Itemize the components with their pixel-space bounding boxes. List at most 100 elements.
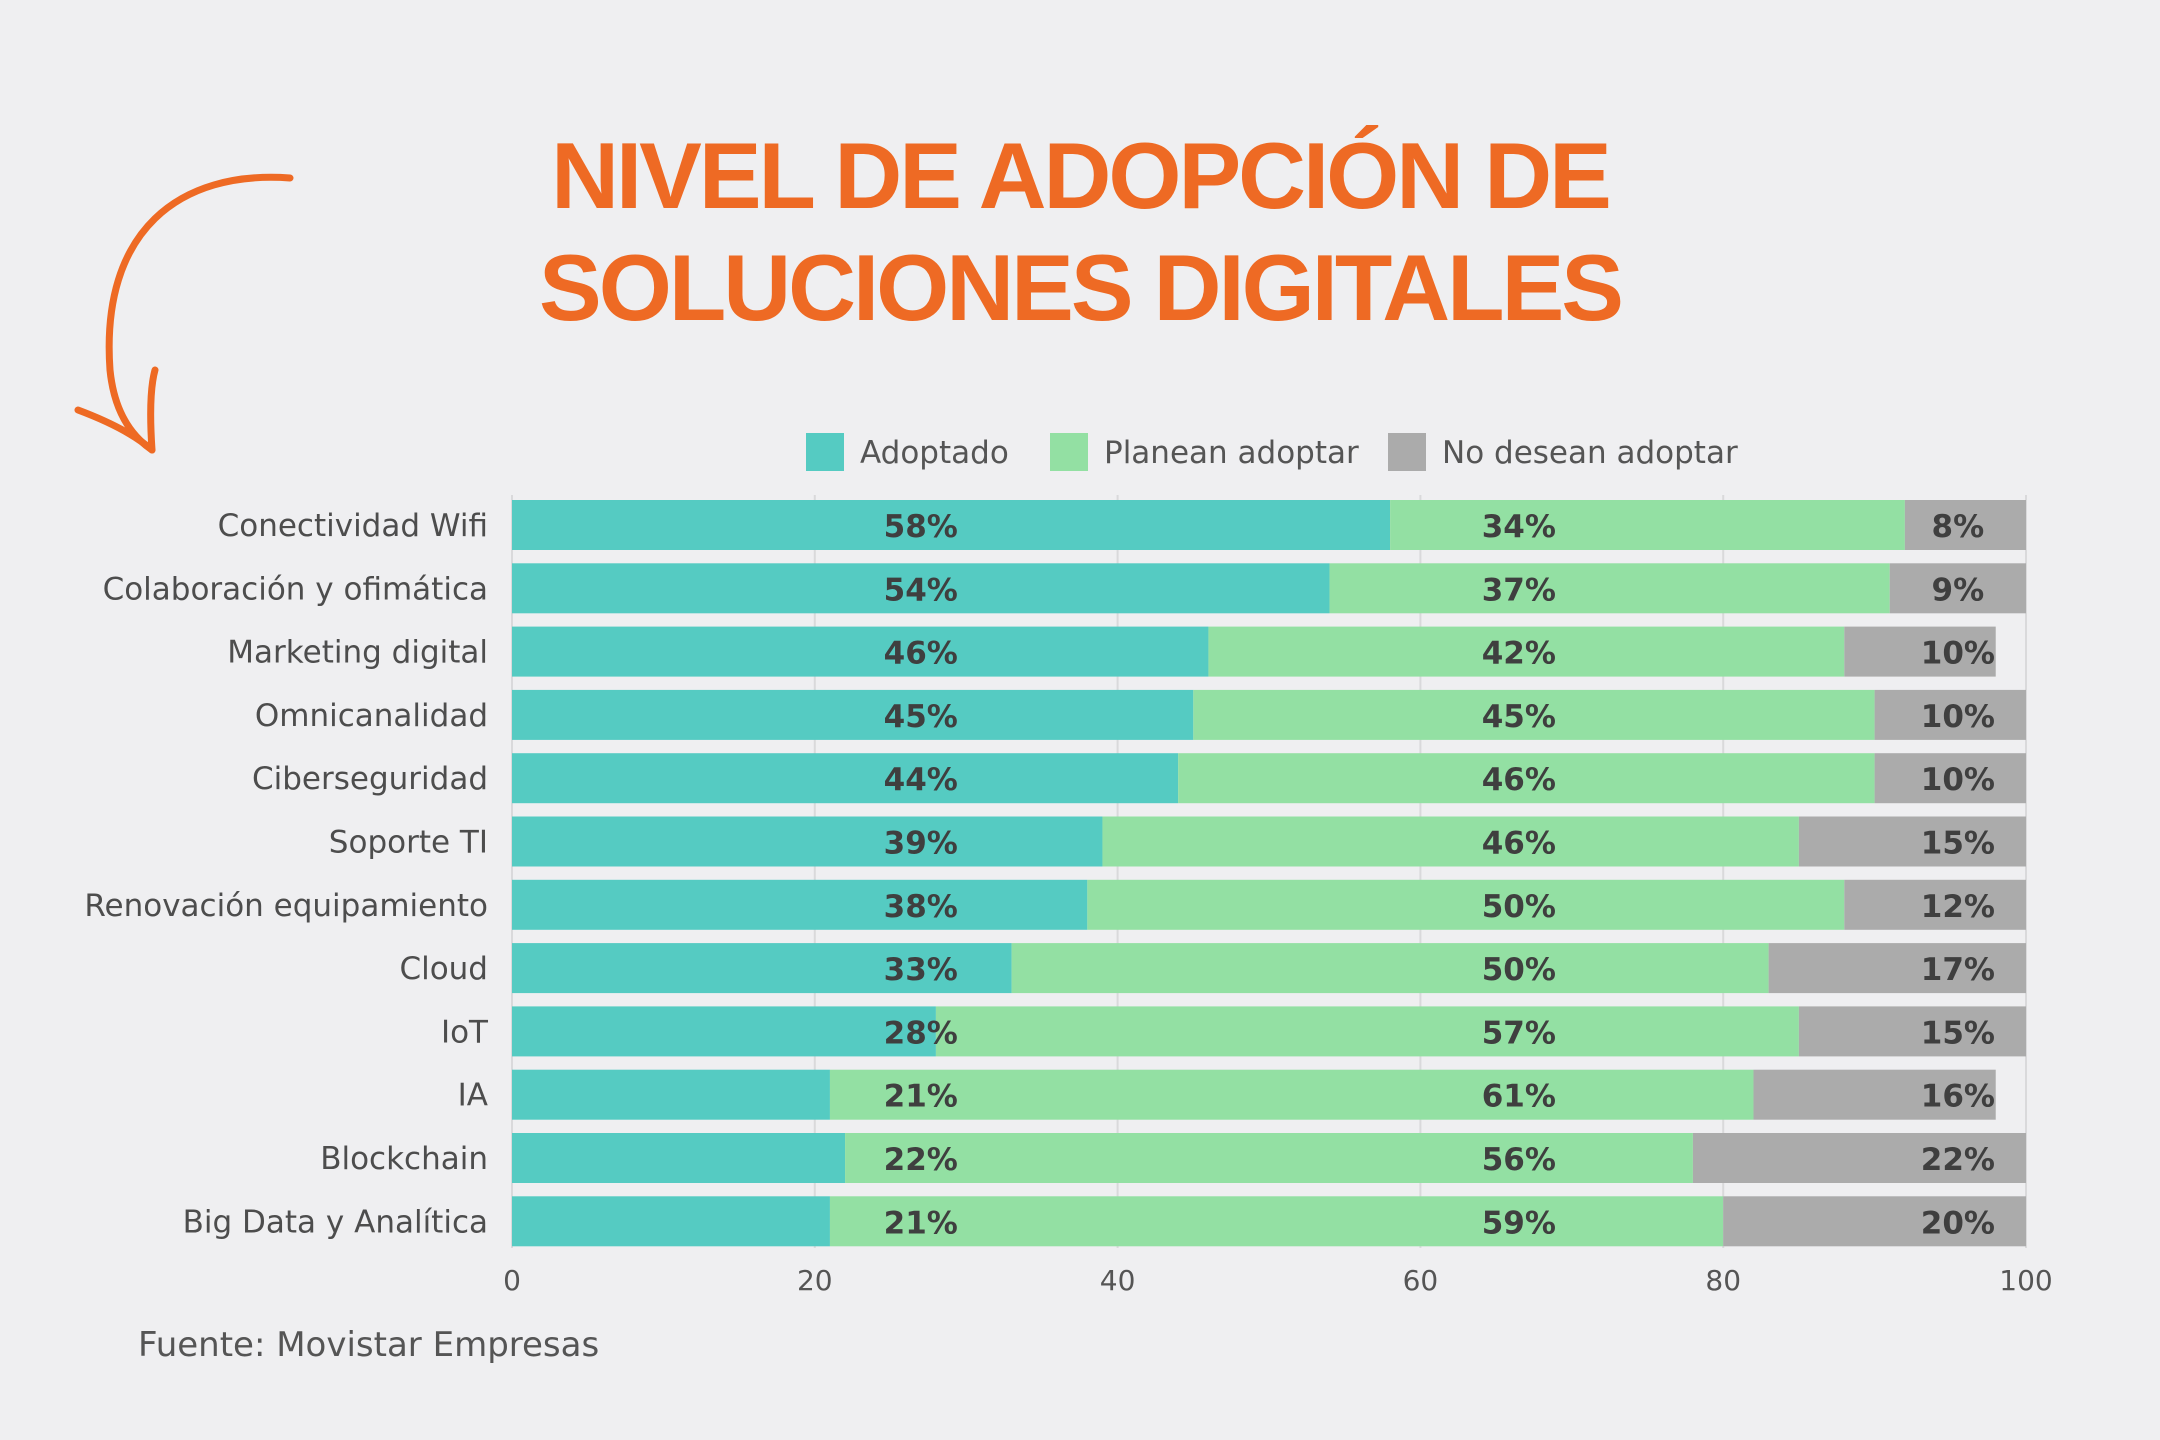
data-label: 46%	[1482, 826, 1556, 862]
bar-segment	[845, 1133, 1693, 1183]
legend-label: Adoptado	[860, 435, 1009, 471]
bar-segment	[512, 1133, 846, 1183]
data-label: 22%	[1921, 1142, 1995, 1178]
data-label: 10%	[1921, 762, 1995, 798]
category-label: Blockchain	[320, 1141, 488, 1177]
bar-segment	[1390, 500, 1905, 550]
data-label: 59%	[1482, 1205, 1556, 1241]
data-label: 57%	[1482, 1015, 1556, 1051]
bar-segment	[512, 689, 1194, 740]
data-label: 28%	[884, 1015, 958, 1051]
chart-bars: 58% 34% 8% 54% 37% 9% 46% 42% 10% 45% 45% 10% 44% 46%…	[512, 500, 2026, 1247]
category-label: Cloud	[399, 951, 488, 987]
bar-segment	[1329, 563, 1890, 614]
bar-segment	[1178, 753, 1875, 804]
bar-segment	[1087, 879, 1845, 930]
data-label: 61%	[1482, 1079, 1556, 1115]
data-label: 39%	[884, 826, 958, 862]
data-label: 15%	[1921, 826, 1995, 862]
bar-segment	[1844, 879, 2026, 930]
category-label: Omnicanalidad	[255, 698, 488, 734]
bar-segment	[829, 1196, 1724, 1247]
bar-segment	[1102, 816, 1799, 867]
chart-legend: Adoptado Planean adoptar No desean adoptar	[806, 433, 1738, 471]
chart-title: NIVEL DE ADOPCIÓN DE SOLUCIONES DIGITALE…	[539, 123, 1624, 340]
x-tick-label: 0	[503, 1264, 521, 1297]
data-label: 15%	[1921, 1015, 1995, 1051]
bar-segment	[1723, 1196, 2026, 1247]
category-label: Soporte TI	[329, 825, 488, 861]
x-tick-label: 60	[1403, 1264, 1439, 1297]
x-tick-label: 20	[797, 1264, 833, 1297]
category-label: Marketing digital	[227, 635, 488, 671]
x-tick-label: 80	[1705, 1264, 1741, 1297]
stacked-bar-chart: Adoptado Planean adoptar No desean adoptar…	[84, 433, 2053, 1297]
data-label: 44%	[884, 762, 958, 798]
bar-segment	[512, 563, 1330, 614]
bar-segment	[1798, 1006, 2026, 1057]
data-label: 8%	[1932, 509, 1985, 545]
x-tick-label: 100	[1999, 1264, 2052, 1297]
legend-label: Planean adoptar	[1104, 435, 1359, 471]
bar-segment	[512, 753, 1179, 804]
data-label: 12%	[1921, 889, 1995, 925]
data-label: 54%	[884, 572, 958, 608]
data-label: 56%	[1482, 1142, 1556, 1178]
source-note: Fuente: Movistar Empresas	[138, 1325, 600, 1365]
data-label: 17%	[1921, 952, 1995, 988]
data-label: 45%	[1482, 699, 1556, 735]
chart-gridlines	[511, 495, 2027, 1248]
data-label: 33%	[884, 952, 958, 988]
legend-swatch	[806, 433, 844, 471]
data-label: 58%	[884, 509, 958, 545]
bar-segment	[935, 1006, 1799, 1057]
bar-segment	[1904, 500, 2026, 550]
bar-segment	[1692, 1133, 2026, 1183]
bar-segment	[1208, 626, 1845, 677]
legend-swatch	[1050, 433, 1088, 471]
data-label: 45%	[884, 699, 958, 735]
data-label: 50%	[1482, 952, 1556, 988]
bar-segment	[512, 1196, 830, 1247]
data-label: 16%	[1921, 1079, 1995, 1115]
legend-label: No desean adoptar	[1442, 435, 1738, 471]
bar-segment	[512, 500, 1391, 550]
legend-swatch	[1388, 433, 1426, 471]
data-label: 50%	[1482, 889, 1556, 925]
category-label: Big Data y Analítica	[183, 1204, 488, 1240]
bar-segment	[829, 1069, 1754, 1120]
data-label: 9%	[1932, 572, 1985, 608]
data-label: 22%	[884, 1142, 958, 1178]
data-label: 34%	[1482, 509, 1556, 545]
bar-segment	[1874, 753, 2026, 804]
data-label: 46%	[1482, 762, 1556, 798]
data-label: 42%	[1482, 636, 1556, 672]
data-label: 21%	[884, 1205, 958, 1241]
data-label: 37%	[1482, 572, 1556, 608]
bar-segment	[512, 816, 1103, 867]
category-label: Colaboración y ofimática	[103, 571, 488, 607]
data-label: 21%	[884, 1079, 958, 1115]
category-label: Ciberseguridad	[252, 761, 488, 797]
bar-segment	[1768, 943, 2026, 994]
category-label: Renovación equipamiento	[84, 888, 488, 924]
category-labels: Conectividad Wifi Colaboración y ofimátic…	[84, 508, 489, 1240]
bar-segment	[1844, 626, 1996, 677]
category-label: IoT	[441, 1014, 489, 1050]
x-tick-label: 40	[1100, 1264, 1136, 1297]
curved-arrow-icon	[74, 173, 294, 454]
category-label: IA	[458, 1078, 488, 1114]
bar-segment	[512, 1006, 936, 1057]
bar-segment	[1193, 689, 1875, 740]
bar-segment	[512, 626, 1209, 677]
category-label: Conectividad Wifi	[218, 508, 488, 544]
bar-segment	[1874, 689, 2026, 740]
bar-segment	[512, 943, 1012, 994]
bar-segment	[1753, 1069, 1996, 1120]
bar-segment	[512, 879, 1088, 930]
x-axis-ticks: 0 20 40 60 80 100	[503, 1264, 2053, 1297]
data-label: 20%	[1921, 1205, 1995, 1241]
data-label: 10%	[1921, 636, 1995, 672]
data-label: 38%	[884, 889, 958, 925]
bar-segment	[1011, 943, 1769, 994]
